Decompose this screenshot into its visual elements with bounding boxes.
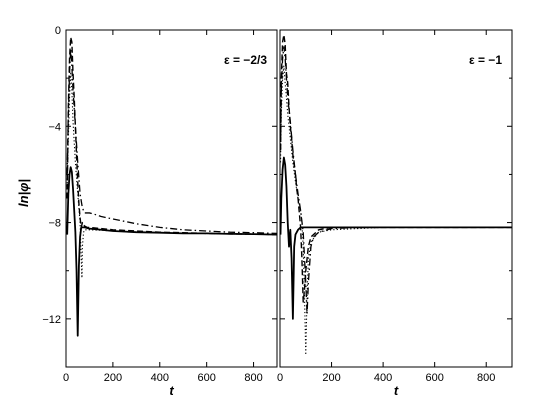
series-line-solid	[280, 156, 512, 320]
plot-frame	[279, 29, 513, 368]
x-tick-label: 600	[197, 372, 215, 384]
series-line-dashed	[280, 34, 512, 303]
epsilon-annotation: ε = −2/3	[224, 53, 267, 67]
x-axis-label: t	[169, 383, 174, 398]
y-tick-label: −4	[48, 121, 61, 133]
series-line-solid	[66, 166, 277, 337]
epsilon-annotation: ε = −1	[469, 53, 502, 67]
series-line-dashed	[66, 36, 277, 236]
x-tick-label: 600	[425, 372, 443, 384]
x-tick-label: 200	[104, 372, 122, 384]
y-tick-label: −12	[42, 314, 61, 326]
x-axis-label: t	[394, 383, 399, 398]
series-line-dash-dot	[66, 48, 277, 235]
x-tick-label: 800	[477, 372, 495, 384]
panel-right: 0 200 400 600 800 t ε = −1	[277, 29, 513, 398]
x-tick-label: 400	[374, 372, 392, 384]
series-line-dotted	[66, 72, 277, 279]
series-line-dotted	[280, 65, 512, 356]
series-line-dash-dot	[280, 46, 512, 315]
x-tick-label: 0	[63, 372, 69, 384]
y-tick-label: 0	[55, 25, 61, 37]
panel-left: 0 200 400 600 800 0 −4 −8 −12 t ε = −2/3	[42, 25, 278, 398]
y-axis-label: ln|φ|	[16, 179, 31, 207]
y-tick-label: −8	[48, 218, 61, 230]
x-tick-label: 200	[322, 372, 340, 384]
x-tick-label: 800	[244, 372, 262, 384]
x-tick-label: 0	[277, 372, 283, 384]
x-tick-label: 400	[151, 372, 169, 384]
plot-frame	[65, 29, 278, 368]
